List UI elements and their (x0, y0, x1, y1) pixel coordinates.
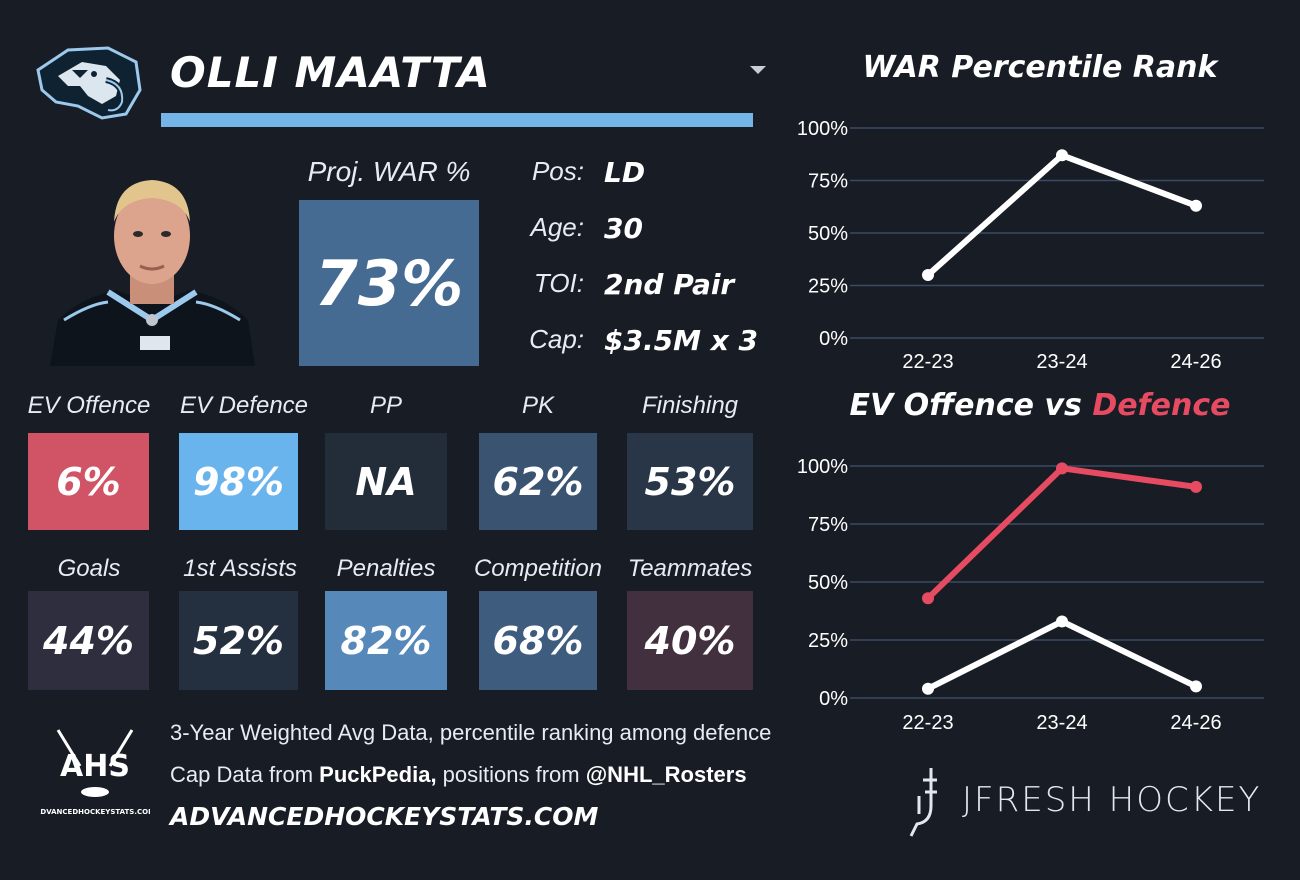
player-name: OLLI MAATTA (170, 48, 491, 97)
y-tick-label: 50% (808, 223, 848, 245)
y-tick-label: 100% (797, 456, 848, 478)
data-point (922, 682, 934, 695)
chart-war-title: WAR Percentile Rank (862, 50, 1218, 85)
tile-label-pp: PP (369, 392, 402, 419)
source-puckpedia: PuckPedia, (319, 762, 437, 787)
ahs-logo-subtext: ADVANCEDHOCKEYSTATS.COM (40, 808, 150, 816)
data-point (1190, 680, 1202, 693)
x-tick-label: 22-23 (902, 351, 953, 373)
series-line-0 (926, 152, 1198, 278)
tile-label-ev-offence: EV Offence (27, 392, 151, 419)
player-select-dropdown[interactable] (750, 66, 766, 74)
x-tick-label: 22-23 (902, 712, 953, 734)
data-point (922, 269, 934, 281)
data-point (1190, 480, 1202, 493)
chart-ev-title-offence: EV Offence vs (849, 388, 1093, 423)
y-tick-label: 25% (808, 630, 848, 652)
y-tick-label: 0% (819, 328, 848, 350)
tile-label-ev-defence: EV Defence (179, 392, 309, 419)
data-point (1056, 615, 1068, 628)
tile-label-goals: Goals (57, 555, 121, 582)
chart-war-percentile: 0% 25% 50% 75% 100% 22-23 23-24 24-26 (797, 118, 1264, 373)
tile-1st-assists: 52% (179, 591, 298, 690)
footnote-sources: Cap Data from PuckPedia, positions from … (170, 762, 747, 788)
tile-competition: 68% (479, 591, 597, 690)
toi-label: TOI: (533, 268, 584, 298)
data-point (1190, 199, 1202, 212)
team-logo (36, 46, 142, 120)
footnote-prefix: Cap Data from (170, 762, 320, 787)
y-tick-label: 25% (808, 276, 848, 298)
x-tick-label: 24-26 (1170, 351, 1221, 373)
name-underline (161, 113, 753, 127)
jfresh-hockey-brand: JFRESH HOCKEY (962, 780, 1262, 820)
chart-ev-title: EV Offence vs Defence (800, 388, 1280, 423)
data-point (922, 592, 934, 605)
data-point (1056, 462, 1068, 475)
y-tick-label: 75% (808, 171, 848, 193)
series-line-1 (925, 465, 1197, 601)
source-nhl-rosters: @NHL_Rosters (585, 762, 747, 787)
ahs-logo: AHS ADVANCEDHOCKEYSTATS.COM (40, 729, 150, 816)
ahs-logo-text: AHS (60, 749, 130, 784)
series-line-0 (926, 618, 1198, 692)
tile-teammates: 40% (627, 591, 753, 690)
chart-ev-offence-defence: 0% 25% 50% 75% 100% 22-23 23-24 24-26 (797, 456, 1264, 734)
tile-pp: NA (325, 433, 447, 530)
chart-ev-title-defence: Defence (1092, 388, 1231, 423)
x-tick-label: 23-24 (1036, 712, 1087, 734)
tile-label-teammates: Teammates (627, 555, 753, 582)
tile-ev-offence: 6% (28, 433, 149, 530)
tile-goals: 44% (28, 591, 149, 690)
projected-war-value: 73% (299, 200, 479, 366)
tile-penalties: 82% (325, 591, 447, 690)
tile-label-1st-assists: 1st Assists (183, 555, 297, 582)
x-tick-label: 24-26 (1170, 712, 1221, 734)
y-tick-label: 50% (808, 572, 848, 594)
age-label: Age: (530, 212, 585, 242)
cap-label: Cap: (529, 324, 584, 354)
position-value: LD (604, 156, 646, 189)
toi-value: 2nd Pair (604, 268, 735, 301)
projected-war-label: Proj. WAR % (307, 156, 471, 187)
data-point (1056, 149, 1068, 162)
tile-label-finishing: Finishing (641, 392, 739, 419)
tile-ev-defence: 98% (179, 433, 298, 530)
footnote-data-method: 3-Year Weighted Avg Data, percentile ran… (170, 720, 772, 745)
tile-label-penalties: Penalties (336, 555, 436, 582)
x-tick-label: 23-24 (1036, 351, 1087, 373)
cap-value: $3.5M x 3 (604, 324, 758, 357)
y-tick-label: 75% (808, 514, 848, 536)
tile-label-competition: Competition (473, 555, 603, 582)
player-headshot (50, 180, 255, 366)
tile-finishing: 53% (627, 433, 753, 530)
footnote-middle: positions from (436, 762, 586, 787)
age-value: 30 (604, 212, 643, 245)
tile-pk: 62% (479, 433, 597, 530)
tile-label-pk: PK (521, 392, 554, 419)
y-tick-label: 100% (797, 118, 848, 140)
jfresh-logo-mark (909, 768, 937, 837)
site-url: ADVANCEDHOCKEYSTATS.COM (170, 802, 599, 831)
position-label: Pos: (531, 156, 584, 186)
y-tick-label: 0% (819, 688, 848, 710)
